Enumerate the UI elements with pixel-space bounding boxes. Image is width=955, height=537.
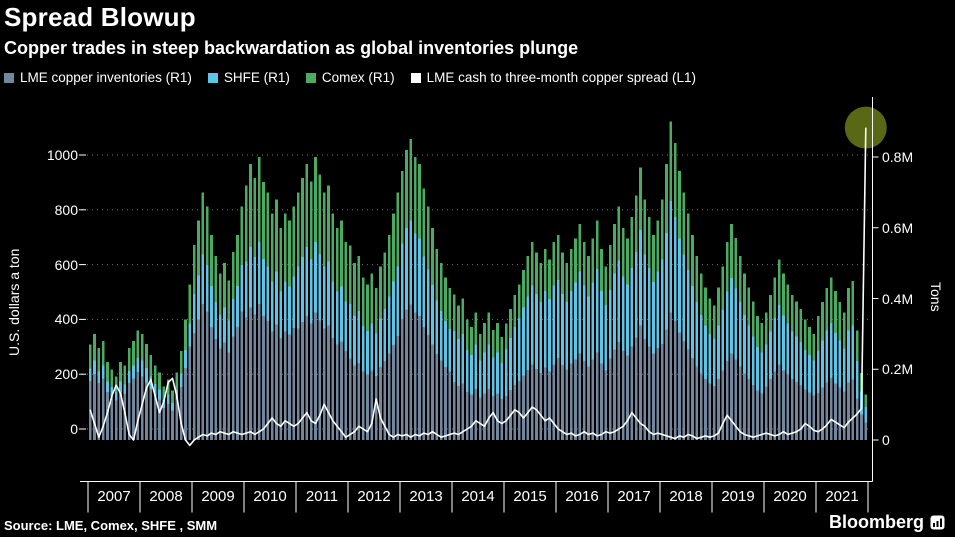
axes [79, 97, 879, 513]
right-tick-label: 0.8M [882, 149, 914, 165]
right-tick-label: 0.6M [882, 219, 914, 236]
legend: LME copper inventories (R1) SHFE (R1) Come… [4, 70, 696, 85]
legend-item: SHFE (R1) [207, 70, 290, 85]
spread-line [89, 127, 867, 447]
bloomberg-terminal-icon [930, 515, 945, 530]
year-label: 2012 [357, 488, 391, 505]
right-tick-label: 0 [882, 432, 890, 448]
legend-item: Comex (R1) [305, 70, 395, 85]
bloomberg-wordmark: Bloomberg [828, 512, 924, 532]
year-label: 2018 [669, 488, 703, 505]
legend-label: LME copper inventories (R1) [20, 70, 192, 85]
year-label: 2009 [201, 488, 235, 505]
legend-item: LME cash to three-month copper spread (L… [410, 70, 696, 85]
legend-label: LME cash to three-month copper spread (L… [426, 70, 696, 85]
year-label: 2014 [461, 488, 495, 505]
year-label: 2021 [825, 488, 859, 505]
year-label: 2020 [773, 488, 807, 505]
legend-label: SHFE (R1) [223, 70, 290, 85]
left-tick-label: 1000 [46, 147, 78, 163]
year-label: 2015 [513, 488, 547, 505]
left-tick-label: 0 [70, 421, 78, 437]
legend-item: LME copper inventories (R1) [4, 70, 192, 85]
right-axis-title: Tons [928, 282, 944, 312]
legend-swatch-icon [4, 72, 14, 83]
legend-swatch-icon [305, 72, 316, 83]
bloomberg-logo: Bloomberg [829, 512, 945, 533]
year-label: 2008 [149, 488, 183, 505]
year-label: 2016 [565, 488, 599, 505]
year-label: 2019 [721, 488, 755, 505]
source-note: Source: LME, Comex, SHFE , SMM [4, 518, 218, 533]
page-subtitle: Copper trades in steep backwardation as … [4, 38, 579, 58]
left-tick-label: 200 [54, 366, 78, 383]
year-label: 2007 [97, 488, 131, 505]
legend-swatch-icon [410, 72, 421, 83]
right-tick-label: 0.4M [882, 290, 914, 307]
inventory-bars [88, 121, 868, 441]
year-label: 2011 [305, 488, 339, 505]
right-tick-label: 0.2M [882, 361, 914, 378]
page-title: Spread Blowup [4, 2, 196, 32]
left-tick-label: 400 [54, 311, 78, 328]
year-label: 2010 [253, 488, 287, 505]
left-tick-label: 800 [54, 201, 78, 218]
legend-swatch-icon [207, 72, 218, 83]
year-label: 2017 [617, 488, 651, 505]
legend-label: Comex (R1) [321, 70, 395, 85]
year-label: 2013 [409, 488, 443, 505]
left-tick-label: 600 [54, 256, 78, 273]
